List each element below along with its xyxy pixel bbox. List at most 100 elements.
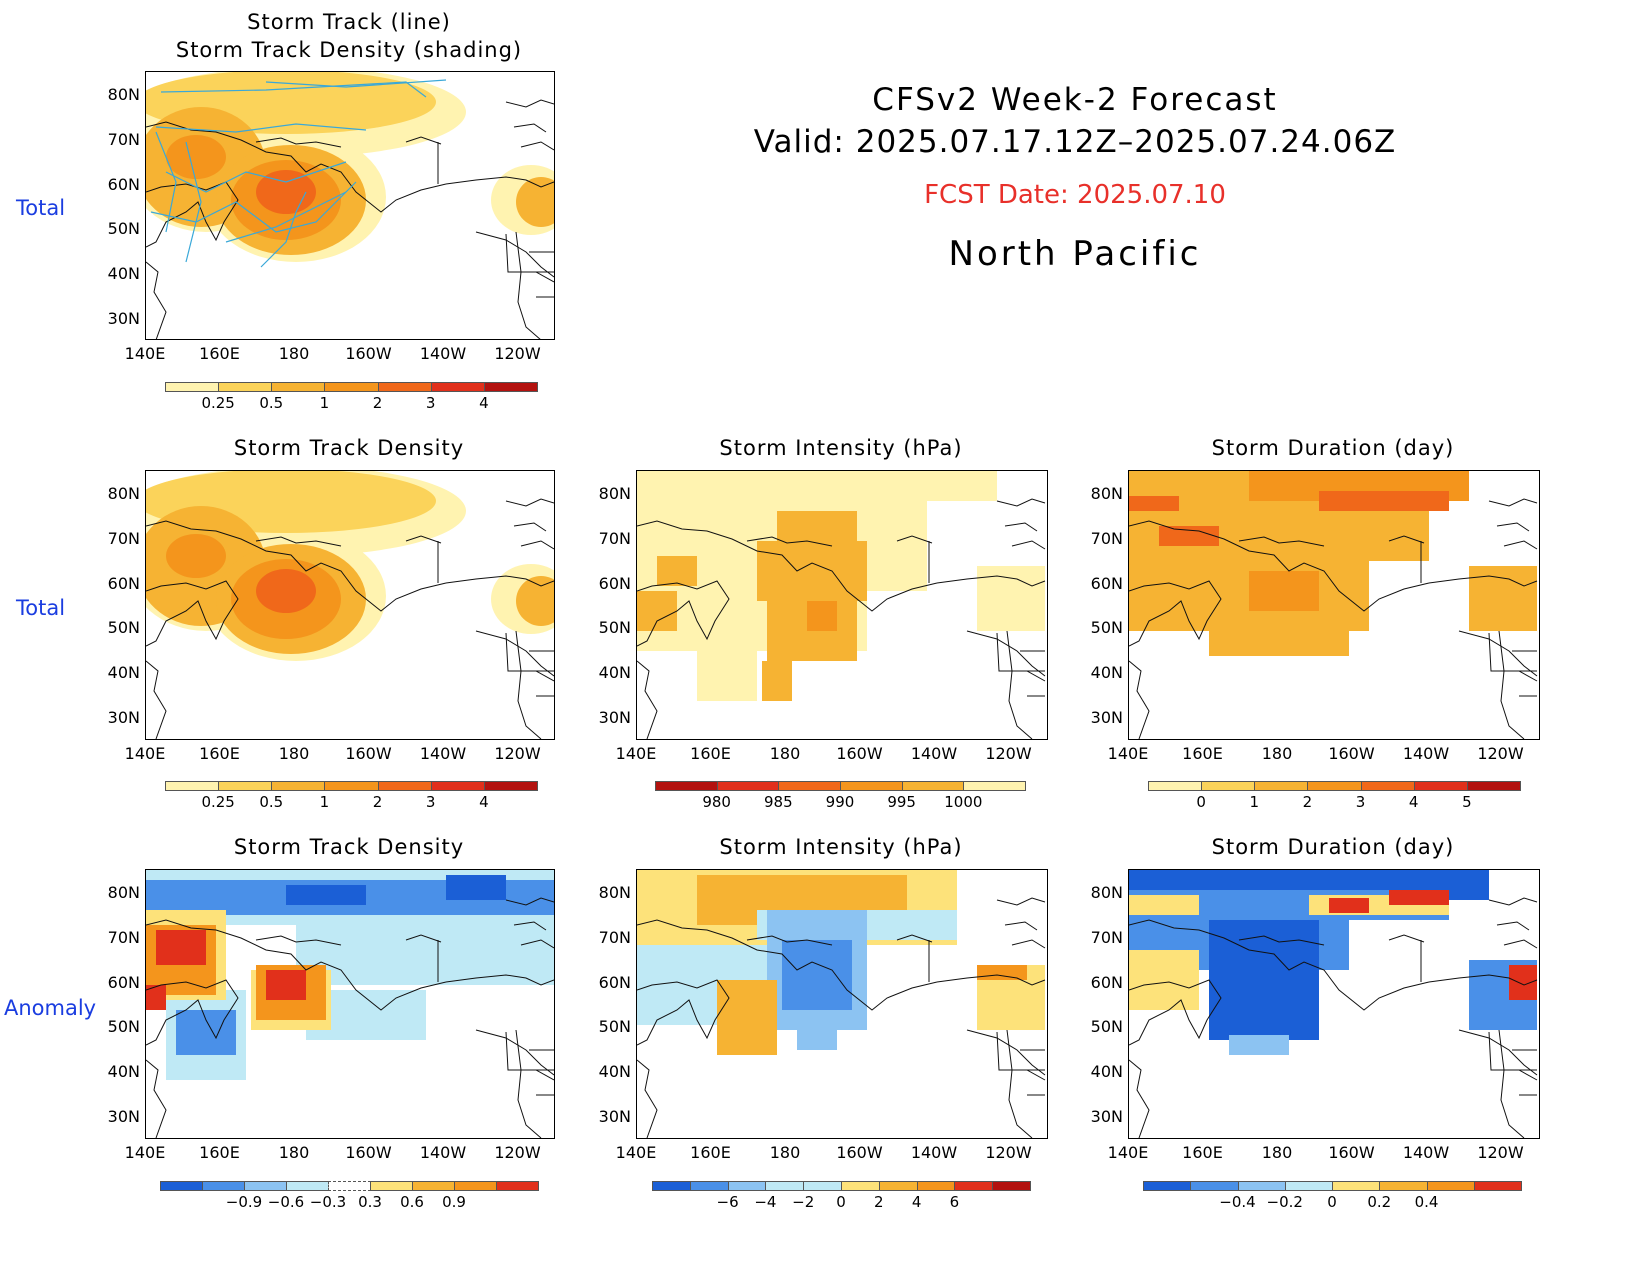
colorbar-swatch <box>1284 1181 1333 1191</box>
lat-label: 30N <box>107 309 140 328</box>
map-panel-intensity-total <box>636 470 1048 740</box>
row-label-total-2: Total <box>16 596 66 620</box>
map-field <box>1129 870 1538 1138</box>
colorbar-tick-label: 995 <box>887 793 916 811</box>
colorbar-tick-label: −0.3 <box>309 1193 347 1211</box>
lat-label: 70N <box>1090 528 1123 548</box>
lon-label: 140W <box>910 1143 958 1162</box>
lat-label: 60N <box>1090 573 1123 593</box>
lon-label: 160E <box>690 1143 731 1162</box>
map-field <box>637 471 1046 739</box>
colorbar-tick-label: −0.2 <box>1266 1193 1303 1211</box>
colorbar-tick-label: 2 <box>1302 793 1313 811</box>
colorbar-swatch <box>483 781 538 791</box>
lon-label: 180 <box>278 744 310 763</box>
forecast-date: FCST Date: 2025.07.10 <box>924 180 1226 210</box>
colorbar-density-total-top: 0.25 0.5 1 2 3 4 <box>165 382 538 412</box>
lat-label: 60N <box>107 174 140 194</box>
lon-label: 120W <box>494 344 541 363</box>
colorbar-swatch <box>1201 781 1256 791</box>
lon-label: 160E <box>1182 744 1223 763</box>
lon-label: 160E <box>199 344 240 363</box>
lat-label: 30N <box>1090 1107 1123 1126</box>
lat-label: 80N <box>1090 883 1123 902</box>
colorbar-tick-label: 2 <box>372 793 383 811</box>
lat-label: 60N <box>598 972 631 992</box>
colorbar-duration-anomaly: −0.4 −0.2 0 0.2 0.4 <box>1143 1181 1522 1211</box>
lat-label: 70N <box>107 528 140 548</box>
colorbar-swatch <box>202 1181 245 1191</box>
colorbar-tick-label: 0.5 <box>259 793 284 811</box>
lon-label: 180 <box>1261 1143 1293 1162</box>
colorbar-intensity-total: 980 985 990 995 1000 <box>655 781 1026 811</box>
colorbar-tick-label: 2 <box>874 1193 884 1211</box>
colorbar-tick-label: 3 <box>1355 793 1366 811</box>
lat-label: 80N <box>107 85 140 104</box>
map-field <box>1129 471 1538 739</box>
lat-label: 70N <box>107 927 140 947</box>
colorbar-tick-label: 0 <box>836 1193 846 1211</box>
lat-label: 30N <box>107 708 140 727</box>
lat-label: 40N <box>1090 1062 1123 1082</box>
colorbar-density-anomaly: −0.9 −0.6 −0.3 0.3 0.6 0.9 <box>160 1181 539 1211</box>
colorbar-swatch <box>778 781 841 791</box>
lat-label: 30N <box>107 1107 140 1126</box>
colorbar-tick-label: 4 <box>911 1193 922 1211</box>
lat-label: 40N <box>107 264 140 284</box>
colorbar-swatch <box>271 382 326 392</box>
colorbar-tick-label: −6 <box>716 1193 739 1211</box>
colorbar-swatch <box>218 382 273 392</box>
colorbar-swatch <box>1426 1181 1475 1191</box>
colorbar-tick-label: −4 <box>754 1193 777 1211</box>
colorbar-tick-label: 985 <box>764 793 793 811</box>
lon-label: 140W <box>1402 1143 1450 1162</box>
lon-label: 160W <box>836 744 883 763</box>
colorbar-tick-label: 5 <box>1462 793 1472 811</box>
lon-label: 120W <box>1477 744 1524 763</box>
colorbar-swatch <box>1237 1181 1286 1191</box>
colorbar-swatch <box>324 781 379 791</box>
lon-label: 120W <box>494 744 541 763</box>
lon-label: 180 <box>278 344 310 363</box>
colorbar-swatch <box>1190 1181 1239 1191</box>
colorbar-density-total: 0.25 0.5 1 2 3 4 <box>165 781 538 811</box>
colorbar-swatch <box>992 1181 1031 1191</box>
lon-label: 180 <box>1261 744 1293 763</box>
lon-label: 120W <box>1477 1143 1524 1162</box>
lat-label: 80N <box>1090 484 1123 503</box>
colorbar-tick-label: 1 <box>319 793 330 811</box>
lat-label: 40N <box>598 1062 631 1082</box>
lat-label: 50N <box>107 1017 140 1037</box>
colorbar-swatch <box>652 1181 691 1191</box>
lon-label: 180 <box>769 1143 801 1162</box>
colorbar-swatch <box>271 781 326 791</box>
colorbar-swatch <box>840 781 903 791</box>
colorbar-swatch <box>1466 781 1521 791</box>
colorbar-tick-label: 980 <box>702 793 731 811</box>
lon-label: 140E <box>124 1143 166 1162</box>
lat-label: 50N <box>598 1017 631 1037</box>
colorbar-tick-label: 3 <box>425 394 436 412</box>
colorbar-swatch <box>916 1181 956 1191</box>
colorbar-duration-total: 0 1 2 3 4 5 <box>1148 781 1521 811</box>
colorbar-swatch <box>1143 1181 1192 1191</box>
lat-label: 60N <box>107 972 140 992</box>
lat-label: 80N <box>598 883 631 902</box>
colorbar-swatch <box>1332 1181 1381 1191</box>
colorbar-swatch <box>328 1181 371 1191</box>
colorbar-swatch <box>454 1181 497 1191</box>
lon-label: 160E <box>199 1143 240 1162</box>
lon-label: 140E <box>1107 744 1149 763</box>
colorbar-swatch <box>1360 781 1415 791</box>
lon-label: 140E <box>124 744 166 763</box>
panel-7-title: Storm Duration (day) <box>1211 835 1455 859</box>
colorbar-swatch <box>1413 781 1468 791</box>
lon-label: 140W <box>419 744 467 763</box>
colorbar-swatch <box>1379 1181 1428 1191</box>
colorbar-tick-label: 1 <box>1249 793 1260 811</box>
lat-label: 30N <box>598 1107 631 1126</box>
colorbar-tick-label: −2 <box>792 1193 815 1211</box>
lon-label: 140E <box>615 1143 657 1162</box>
lon-label: 120W <box>985 1143 1032 1162</box>
lon-label: 160W <box>345 344 392 363</box>
